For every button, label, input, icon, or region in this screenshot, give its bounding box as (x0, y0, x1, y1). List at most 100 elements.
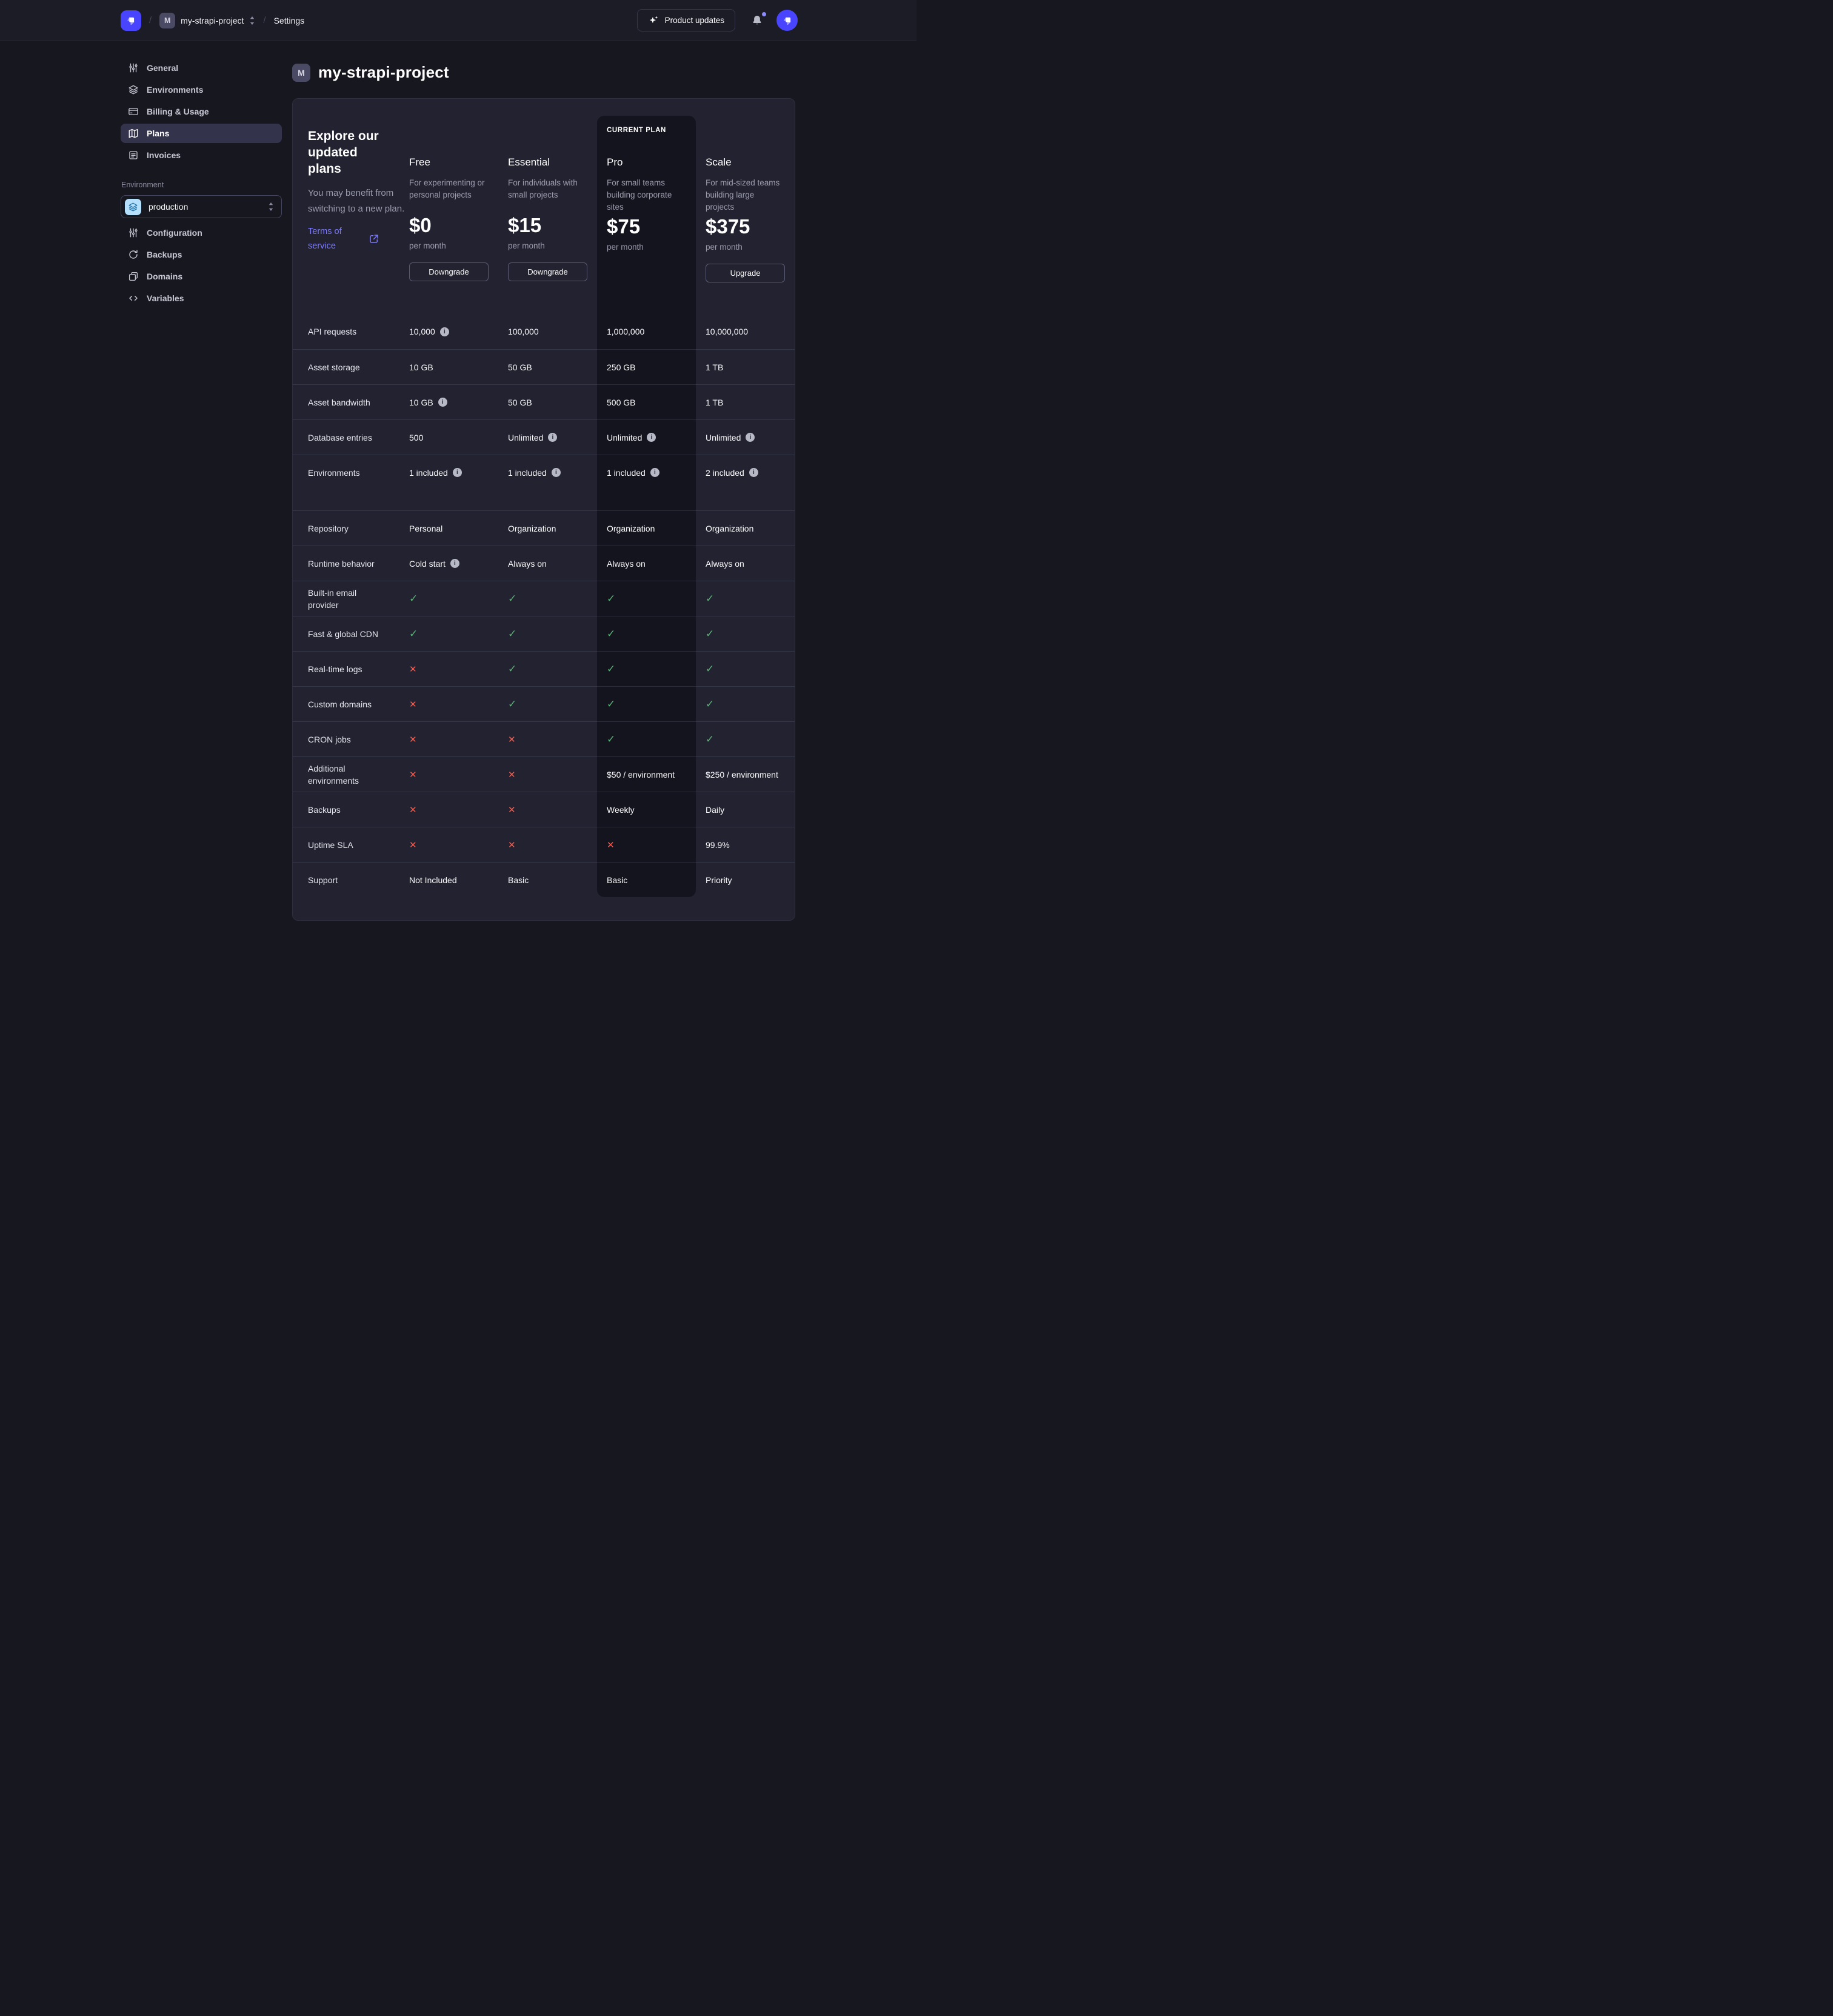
downgrade-button[interactable]: Downgrade (409, 262, 489, 281)
feature-value: 10,000 i (399, 314, 498, 349)
product-updates-button[interactable]: Product updates (636, 9, 735, 32)
sidebar-item-plans[interactable]: Plans (121, 124, 282, 143)
info-icon[interactable]: i (450, 559, 459, 568)
sliders-icon (128, 227, 139, 238)
plan-price: $0 (409, 214, 432, 236)
sidebar-item-label: Variables (147, 293, 184, 303)
sidebar-item-label: General (147, 63, 179, 73)
info-icon[interactable]: i (439, 327, 449, 336)
check-icon: ✓ (706, 627, 715, 639)
feature-value: 50 GB (498, 384, 597, 419)
strapi-logo[interactable] (121, 10, 141, 31)
check-icon: ✓ (508, 698, 517, 710)
cross-icon: ✕ (409, 664, 417, 675)
feature-label-environments: Environments (293, 455, 399, 490)
feature-value-text: Cold start (409, 558, 446, 569)
info-icon[interactable]: i (438, 398, 447, 407)
feature-value: Not Included (399, 862, 498, 897)
info-icon[interactable]: i (647, 433, 656, 442)
feature-label-backups: Backups (293, 792, 399, 827)
sidebar-item-backups[interactable]: Backups (121, 245, 282, 264)
info-icon[interactable]: i (650, 468, 659, 477)
plans-intro-title: Explore our updated plans (308, 129, 379, 176)
strapi-logo-icon (124, 14, 138, 27)
breadcrumb-settings[interactable]: Settings (273, 15, 305, 25)
feature-label-runtime-behavior: Runtime behavior (293, 546, 399, 581)
check-icon: ✓ (607, 592, 616, 604)
feature-value-text: Organization (508, 523, 556, 533)
feature-value-text: 10,000,000 (706, 327, 749, 336)
plan-price: $75 (607, 215, 641, 238)
avatar[interactable] (776, 10, 798, 31)
feature-value: 10,000,000 (696, 314, 795, 349)
project-name: my-strapi-project (181, 15, 244, 25)
check-icon: ✓ (706, 592, 715, 604)
sidebar-item-environments[interactable]: Environments (121, 80, 282, 99)
feature-value: Weekly (597, 792, 696, 827)
main-content: M my-strapi-project Explore our updated … (292, 63, 795, 921)
feature-label-fast-global-cdn: Fast & global CDN (293, 616, 399, 651)
feature-value: Daily (696, 792, 795, 827)
terms-of-service-link[interactable]: Terms of service (308, 224, 385, 253)
layers-icon (128, 202, 138, 212)
sidebar-item-domains[interactable]: Domains (121, 267, 282, 286)
project-selector[interactable]: M my-strapi-project (159, 12, 255, 28)
feature-label-real-time-logs: Real-time logs (293, 651, 399, 686)
sliders-icon (128, 62, 139, 73)
sidebar-item-configuration[interactable]: Configuration (121, 223, 282, 242)
feature-value: ✕ (498, 827, 597, 862)
invoice-icon (128, 150, 139, 161)
feature-value: ✓ (399, 616, 498, 651)
feature-value-text: Organization (706, 523, 754, 533)
upgrade-button[interactable]: Upgrade (706, 264, 785, 282)
plan-description: For mid-sized teams building large proje… (706, 178, 780, 212)
feature-value: ✓ (597, 721, 696, 756)
sidebar-item-general[interactable]: General (121, 58, 282, 78)
feature-value-text: 1 included (508, 467, 547, 478)
info-icon[interactable]: i (746, 433, 755, 442)
feature-value-text: Always on (706, 558, 744, 569)
feature-value: Unlimited i (696, 419, 795, 455)
feature-value: 100,000 (498, 314, 597, 349)
feature-label-additional-environments: Additional environments (293, 756, 399, 792)
map-icon (128, 128, 139, 139)
sidebar-item-label: Environments (147, 85, 204, 95)
feature-spacer (498, 490, 597, 510)
project-badge: M (159, 12, 176, 28)
breadcrumb-separator: / (149, 15, 152, 25)
feature-value: ✓ (498, 686, 597, 721)
copy-icon (128, 271, 139, 282)
topbar: / M my-strapi-project / Settings Product… (0, 0, 916, 41)
sidebar-item-invoices[interactable]: Invoices (121, 145, 282, 165)
sidebar-item-variables[interactable]: Variables (121, 289, 282, 308)
feature-value: 1 included i (498, 455, 597, 490)
notifications-button[interactable] (750, 12, 766, 27)
environment-section-label: Environment (121, 181, 164, 189)
feature-value: Personal (399, 510, 498, 546)
downgrade-button[interactable]: Downgrade (508, 262, 587, 281)
cross-icon: ✕ (409, 734, 417, 745)
feature-value: Always on (696, 546, 795, 581)
plan-name: Free (409, 156, 430, 168)
info-icon[interactable]: i (452, 468, 462, 477)
external-link-icon (369, 233, 379, 244)
plan-name: Scale (706, 156, 732, 168)
info-icon[interactable]: i (749, 468, 758, 477)
info-icon[interactable]: i (551, 468, 561, 477)
current-plan-label: CURRENT PLAN (607, 127, 666, 134)
current-plan-label (706, 127, 785, 136)
feature-value-text: 1,000,000 (607, 327, 645, 336)
feature-value: 1,000,000 (597, 314, 696, 349)
environment-select[interactable]: production (121, 195, 282, 218)
plan-header-pro: CURRENT PLAN Pro For small teams building … (597, 116, 696, 314)
feature-value: 99.9% (696, 827, 795, 862)
feature-value-text: 1 included (409, 467, 448, 478)
sidebar-item-billing-usage[interactable]: Billing & Usage (121, 102, 282, 121)
feature-value: ✕ (498, 792, 597, 827)
feature-value-text: Unlimited (706, 432, 741, 442)
check-icon: ✓ (706, 733, 715, 745)
environment-select-icon-badge (125, 198, 141, 215)
info-icon[interactable]: i (548, 433, 558, 442)
sidebar-item-label: Domains (147, 272, 183, 281)
check-icon: ✓ (508, 627, 517, 639)
